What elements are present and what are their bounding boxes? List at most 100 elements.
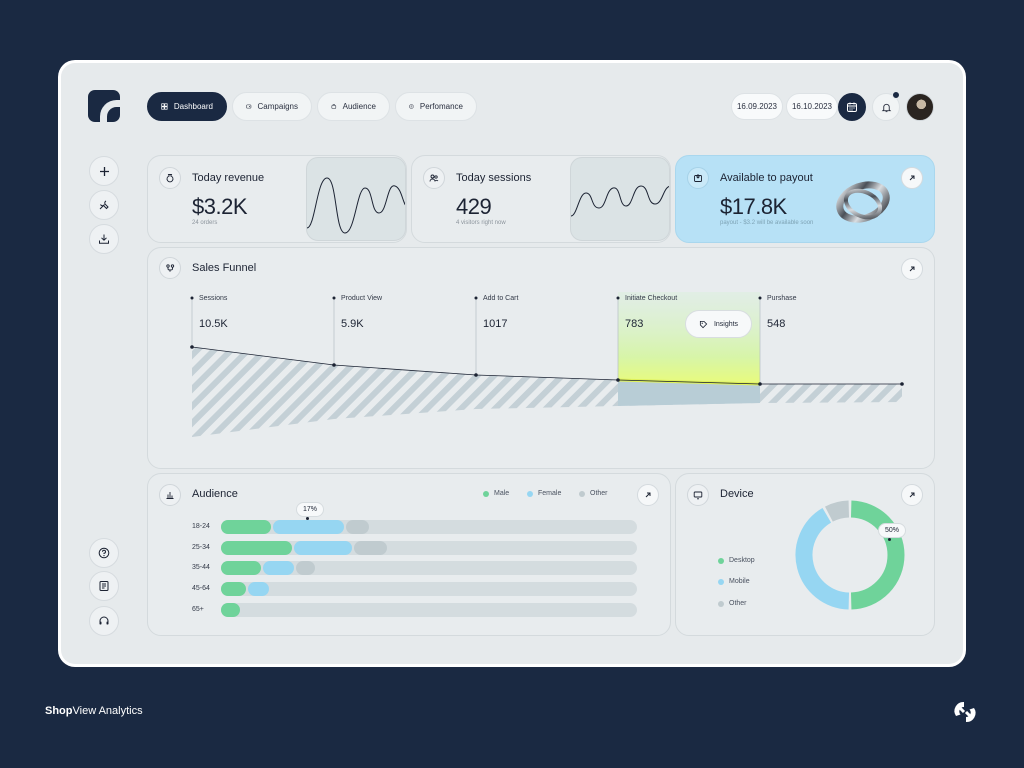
- donut-slice-other[interactable]: [825, 500, 850, 522]
- payout-open-button[interactable]: [901, 167, 923, 189]
- audience-bar-female[interactable]: [294, 541, 352, 555]
- download-icon: [99, 234, 109, 244]
- add-button[interactable]: [89, 156, 119, 186]
- tag-icon: [699, 320, 708, 328]
- app-logo[interactable]: [88, 90, 120, 122]
- device-title: Device: [720, 488, 754, 500]
- device-open-button[interactable]: [901, 484, 923, 506]
- donut-slice-mobile[interactable]: [795, 507, 850, 610]
- device-tooltip: 50%: [878, 523, 907, 538]
- audience-bar-male[interactable]: [221, 582, 246, 596]
- payout-card: [675, 155, 935, 243]
- legend-mobile: Mobile: [718, 578, 750, 585]
- sessions-value: 429: [456, 194, 492, 219]
- audience-bar-female[interactable]: [248, 582, 269, 596]
- chrome-ring-illustration: [836, 181, 890, 223]
- bell-icon: [881, 103, 891, 112]
- legend-dot: [579, 490, 585, 497]
- users-icon: [423, 167, 445, 189]
- footer-brand: ShopView Analytics: [45, 705, 143, 717]
- performance-icon: [409, 104, 414, 109]
- funnel-point: [190, 345, 194, 349]
- sessions-title: Today sessions: [456, 172, 532, 184]
- legend-label: Other: [590, 490, 608, 497]
- tooltip-pointer: [306, 517, 309, 520]
- legend-label: Mobile: [729, 578, 750, 585]
- legend-label: Other: [729, 600, 747, 607]
- audience-bar-female[interactable]: [263, 561, 294, 575]
- funnel-stage-value: 783: [625, 318, 644, 330]
- funnel-point: [332, 363, 336, 367]
- age-group-label: 45-64: [192, 585, 210, 592]
- avatar[interactable]: [906, 93, 934, 121]
- campaign-icon: [246, 104, 252, 109]
- plus-icon: [99, 166, 109, 176]
- funnel-marker: [758, 296, 762, 300]
- support-button[interactable]: [89, 606, 119, 636]
- date-to-field[interactable]: 16.10.2023: [786, 93, 838, 120]
- tab-campaigns[interactable]: Campaigns: [232, 92, 312, 121]
- brand-logo-icon: [954, 701, 976, 723]
- tab-label: Campaigns: [257, 102, 298, 111]
- legend-label: Female: [538, 490, 562, 497]
- funnel-point: [900, 382, 904, 386]
- download-button[interactable]: [89, 224, 119, 254]
- arrow-up-right-icon: [909, 492, 915, 498]
- tools-icon: [99, 200, 109, 210]
- tools-button[interactable]: [89, 190, 119, 220]
- funnel-point: [474, 373, 478, 377]
- calendar-icon: [847, 102, 857, 112]
- tab-performance[interactable]: Perfomance: [395, 92, 477, 121]
- legend-dot: [527, 490, 533, 497]
- funnel-stage-value: 10.5K: [199, 318, 228, 330]
- revenue-sparkline: [306, 157, 406, 241]
- date-to-value: 16.10.2023: [791, 102, 833, 111]
- legend-male: Male: [483, 490, 509, 497]
- reports-button[interactable]: [89, 571, 119, 601]
- tab-label: Audience: [342, 102, 376, 111]
- funnel-stage-label: Product View: [341, 295, 383, 302]
- tab-audience[interactable]: Audience: [317, 92, 390, 121]
- sessions-subtext: 4 visitors right now: [456, 220, 506, 226]
- funnel-marker: [332, 296, 336, 300]
- funnel-area: [192, 347, 902, 437]
- sessions-sparkline: [570, 157, 670, 241]
- notifications-button[interactable]: [872, 93, 900, 121]
- audience-bar-track: [221, 561, 637, 575]
- tab-dashboard[interactable]: Dashboard: [147, 92, 227, 121]
- audience-bar-female[interactable]: [273, 520, 344, 534]
- document-icon: [99, 581, 109, 591]
- audience-bar-male[interactable]: [221, 603, 240, 617]
- date-from-field[interactable]: 16.09.2023: [731, 93, 783, 120]
- audience-bar-other[interactable]: [354, 541, 387, 555]
- audience-bar-track: [221, 582, 637, 596]
- help-button[interactable]: [89, 538, 119, 568]
- audience-title: Audience: [192, 488, 238, 500]
- legend-desktop: Desktop: [718, 557, 755, 564]
- audience-bar-track: [221, 603, 637, 617]
- audience-bar-male[interactable]: [221, 541, 292, 555]
- audience-tooltip: 17%: [296, 502, 325, 517]
- arrow-up-right-icon: [909, 175, 915, 181]
- insights-button[interactable]: Insights: [685, 310, 752, 338]
- funnel-stage-value: 5.9K: [341, 318, 364, 330]
- tab-label: Dashboard: [173, 102, 213, 111]
- grid-icon: [161, 103, 168, 110]
- funnel-marker: [474, 296, 478, 300]
- funnel-stage-label: Sessions: [199, 295, 228, 302]
- audience-bar-male[interactable]: [221, 561, 261, 575]
- audience-open-button[interactable]: [637, 484, 659, 506]
- funnel-point: [616, 378, 620, 382]
- audience-icon: [331, 104, 337, 109]
- donut-slice-desktop[interactable]: [850, 500, 905, 610]
- audience-bar-other[interactable]: [346, 520, 369, 534]
- audience-bar-male[interactable]: [221, 520, 271, 534]
- revenue-title: Today revenue: [192, 172, 265, 184]
- funnel-stage-label: Initiate Checkout: [625, 295, 678, 302]
- audience-bar-other[interactable]: [296, 561, 315, 575]
- device-donut-chart: [795, 500, 905, 610]
- calendar-button[interactable]: [838, 93, 866, 121]
- funnel-open-button[interactable]: [901, 258, 923, 280]
- insights-label: Insights: [713, 320, 739, 328]
